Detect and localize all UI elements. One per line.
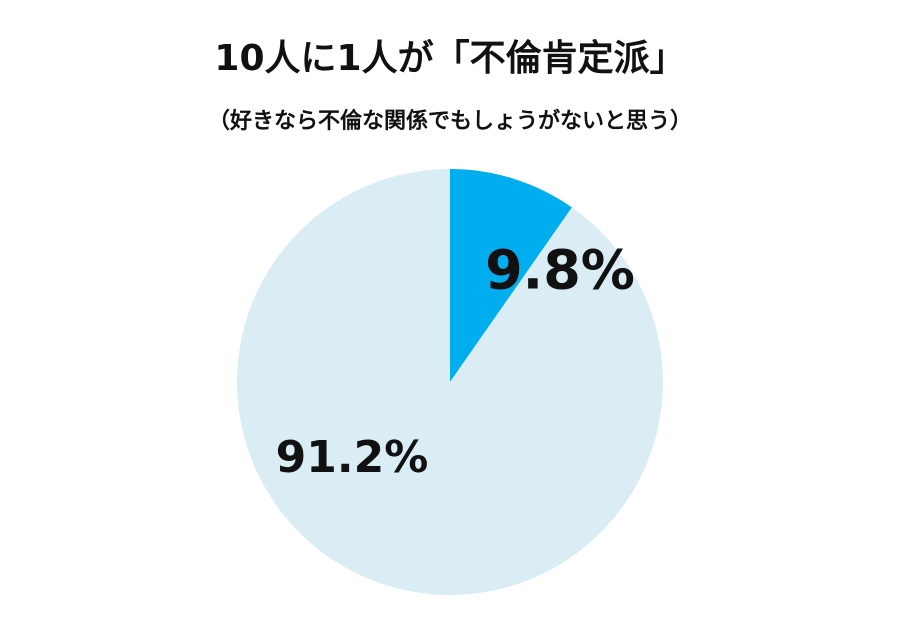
- value-label: 91.2%: [276, 432, 429, 483]
- chart-title: 10人に1人が「不倫肯定派」: [214, 37, 685, 79]
- pie-slice: [237, 169, 664, 595]
- pie-slice: [450, 169, 572, 382]
- value-label: 9.8%: [485, 239, 635, 302]
- chart-subtitle: （好きなら不倫な関係でもしょうがないと思う）: [208, 108, 692, 134]
